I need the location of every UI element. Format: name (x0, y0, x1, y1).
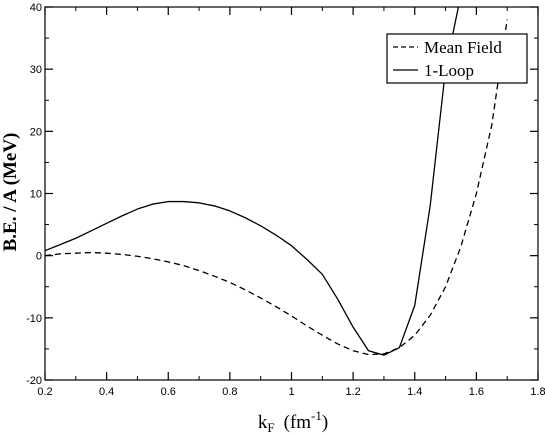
legend: Mean Field 1-Loop (386, 33, 528, 84)
series-line-1-loop (45, 7, 460, 356)
x-axis-title-main: k (258, 412, 268, 433)
x-tick-label: 1.4 (407, 386, 422, 398)
legend-label-1-loop: 1-Loop (424, 61, 474, 80)
series-line-mean-field (45, 19, 508, 356)
x-axis-title-close: ) (322, 412, 328, 433)
x-tick-label: 0.2 (37, 386, 52, 398)
x-tick-label: 1.8 (530, 386, 545, 398)
x-tick-label: 1.2 (345, 386, 360, 398)
y-tick-label: 30 (30, 64, 42, 76)
y-tick-label: -10 (26, 313, 42, 325)
y-tick-label: 10 (30, 189, 42, 201)
x-axis-title-sub: F (267, 420, 274, 435)
y-axis-title: B.E. / A (MeV) (0, 133, 21, 252)
x-tick-label: 0.8 (222, 386, 237, 398)
y-tick-label: 20 (30, 126, 42, 138)
x-axis-title: kF (fm-1) (258, 408, 328, 435)
x-tick-label: 1 (288, 386, 294, 398)
x-tick-label: 0.6 (161, 386, 176, 398)
legend-box (386, 33, 528, 84)
x-tick-label: 1.6 (469, 386, 484, 398)
x-axis-title-unit: (fm (284, 412, 312, 433)
legend-label-mean-field: Mean Field (424, 38, 502, 57)
x-axis-title-sup: -1 (311, 408, 322, 423)
y-tick-label: 40 (30, 2, 42, 14)
y-tick-label: 0 (36, 251, 42, 263)
y-tick-label: -20 (26, 375, 42, 387)
x-tick-label: 0.4 (99, 386, 114, 398)
